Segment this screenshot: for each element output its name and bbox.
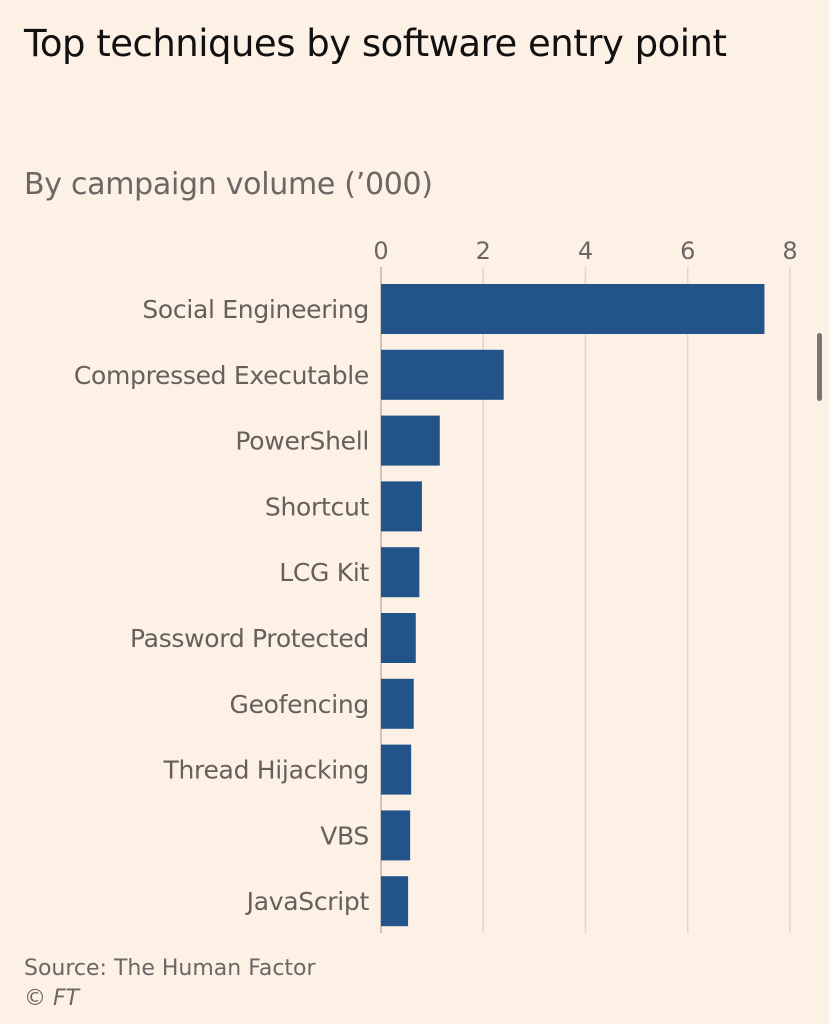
- copyright-symbol: ©: [24, 986, 46, 1011]
- category-label: PowerShell: [235, 427, 369, 456]
- x-axis-ticks: 0 2 4 6 8: [373, 237, 797, 265]
- category-label: Geofencing: [230, 690, 369, 719]
- category-label: JavaScript: [245, 887, 370, 916]
- bar: [381, 547, 420, 598]
- category-label: Thread Hijacking: [163, 756, 369, 785]
- bar: [381, 481, 422, 532]
- chart-subtitle: By campaign volume (’000): [24, 167, 433, 202]
- bar: [381, 744, 412, 795]
- bar: [381, 349, 504, 400]
- chart-title: Top techniques by software entry point: [24, 22, 727, 65]
- x-tick-label: 4: [578, 237, 593, 265]
- x-tick-label: 6: [680, 237, 695, 265]
- copyright-owner: FT: [53, 986, 80, 1011]
- category-labels: Social Engineering Compressed Executable P…: [74, 295, 370, 916]
- category-label: Shortcut: [265, 492, 370, 521]
- category-label: VBS: [320, 821, 369, 850]
- bar: [381, 415, 440, 466]
- bar: [381, 678, 414, 729]
- category-label: Social Engineering: [142, 295, 369, 324]
- bar-chart: 0 2 4 6 8 Social Engineering Compressed Execu…: [74, 237, 798, 933]
- scrollbar[interactable]: [817, 333, 822, 401]
- x-tick-label: 0: [373, 237, 388, 265]
- category-label: Password Protected: [130, 624, 369, 653]
- category-label: Compressed Executable: [74, 361, 369, 390]
- copyright-note: © FT: [24, 984, 79, 1014]
- bar: [381, 810, 411, 861]
- source-note: Source: The Human Factor: [24, 956, 316, 981]
- x-tick-label: 8: [782, 237, 797, 265]
- x-tick-label: 2: [476, 237, 491, 265]
- category-label: LCG Kit: [279, 558, 369, 587]
- bar: [381, 613, 416, 663]
- bars: [381, 284, 765, 927]
- bar: [381, 876, 409, 927]
- bar: [381, 284, 765, 334]
